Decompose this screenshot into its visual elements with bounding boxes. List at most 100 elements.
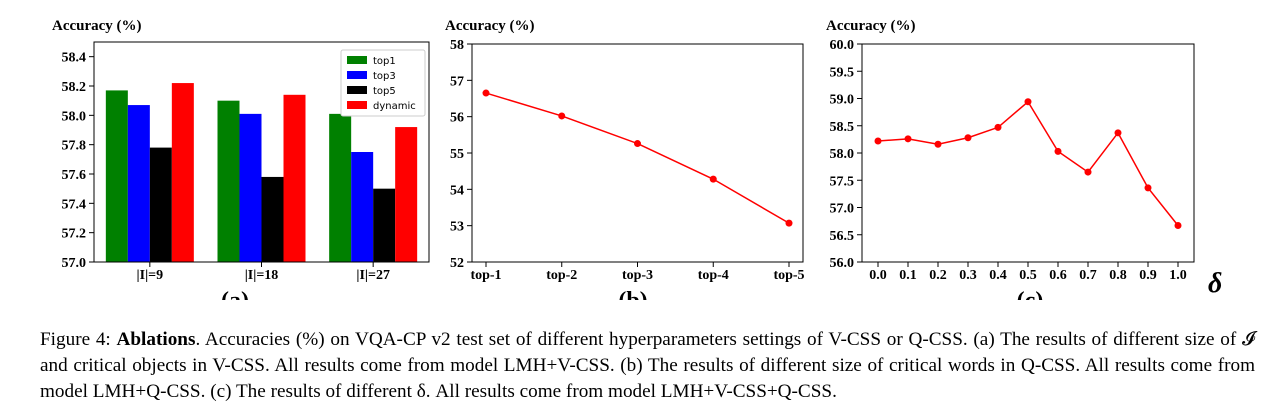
data-point <box>1084 168 1092 176</box>
series-line <box>877 100 1179 226</box>
y-tick-label: 58 <box>450 38 464 53</box>
y-tick-label: 56 <box>450 111 464 126</box>
x-tick-label: top-1 <box>470 268 501 283</box>
y-tick-label: 59.5 <box>830 65 855 80</box>
x-tick-label: 0.2 <box>929 268 947 283</box>
x-tick-label: 0.5 <box>1019 268 1037 283</box>
legend-swatch-top1 <box>347 56 367 64</box>
x-tick-label: top-4 <box>698 268 729 283</box>
y-tick-label: 57.6 <box>62 168 87 183</box>
legend-box <box>340 49 426 117</box>
x-tick-label: 0.8 <box>1109 268 1127 283</box>
y-tick-label: 56.5 <box>830 229 855 244</box>
x-tick-label: 0.3 <box>959 268 977 283</box>
data-point <box>785 219 793 227</box>
x-tick-label: top-2 <box>546 268 577 283</box>
x-axis-label: δ <box>1208 268 1222 299</box>
y-tick-label: 52 <box>450 256 464 271</box>
y-tick-label: 58.2 <box>62 80 87 95</box>
x-tick-label: top-3 <box>622 268 653 283</box>
bar-dynamic <box>171 83 194 262</box>
data-point <box>709 175 717 183</box>
bar-top1 <box>329 113 352 262</box>
y-tick-label: 57.0 <box>62 256 87 271</box>
data-point <box>964 134 972 142</box>
data-point <box>634 140 641 148</box>
legend-swatch-top5 <box>347 86 367 94</box>
bar-dynamic <box>395 127 418 262</box>
data-point <box>874 137 882 145</box>
x-tick-label: 0.1 <box>899 268 917 283</box>
bar-top3 <box>127 105 150 262</box>
caption-title: Ablations <box>116 329 196 350</box>
legend-label-top1: top1 <box>373 56 396 67</box>
bar-dynamic <box>283 94 306 262</box>
y-tick-label: 57.8 <box>62 139 87 154</box>
x-tick-label: 0.6 <box>1049 268 1067 283</box>
caption-text: . Accuracies (%) on VQA-CP v2 test set o… <box>40 329 1255 402</box>
legend-label-top5: top5 <box>373 86 396 97</box>
bar-top1 <box>217 100 240 263</box>
bar-top5 <box>149 147 172 262</box>
bar-top1 <box>105 90 128 263</box>
x-tick-label: |I|=27 <box>356 268 390 283</box>
legend-swatch-top3 <box>347 71 367 79</box>
x-tick-label: top-5 <box>773 268 804 283</box>
data-point <box>1114 129 1122 137</box>
data-point <box>1024 98 1032 106</box>
caption-figure-label: Figure 4: <box>40 329 111 350</box>
bar-top3 <box>239 113 262 262</box>
axes-frame <box>471 43 804 263</box>
panel-label: (b) <box>618 288 647 300</box>
legend-label-top3: top3 <box>373 71 396 82</box>
y-tick-label: 56.0 <box>830 256 855 271</box>
data-point <box>904 135 912 143</box>
y-tick-label: 58.0 <box>830 147 855 162</box>
legend-swatch-dynamic <box>347 101 367 109</box>
y-tick-label: 57.0 <box>830 202 855 217</box>
y-tick-label: 57.4 <box>62 197 87 212</box>
data-point <box>1054 147 1062 155</box>
data-point <box>1144 184 1152 192</box>
ablation-figure: Accuracy (%) 57.0 57.2 57.4 57.6 57.8 58.0 58.2… <box>52 18 1222 300</box>
x-tick-label: 0.9 <box>1139 268 1157 283</box>
legend-label-dynamic: dynamic <box>373 101 416 112</box>
y-tick-label: 53 <box>450 220 464 235</box>
x-tick-label: |I|=18 <box>245 268 279 283</box>
y-axis-label: Accuracy (%) <box>826 18 916 34</box>
y-axis-label: Accuracy (%) <box>445 18 535 34</box>
series-line <box>485 92 790 224</box>
y-tick-label: 54 <box>450 183 464 198</box>
y-tick-label: 57.2 <box>62 227 87 242</box>
data-point <box>1174 221 1182 229</box>
bar-top5 <box>261 176 284 262</box>
data-point <box>934 140 942 148</box>
axes-frame <box>93 41 430 263</box>
data-point <box>558 112 566 120</box>
bar-top3 <box>351 152 374 262</box>
y-tick-label: 58.4 <box>62 51 87 66</box>
data-point <box>994 123 1002 131</box>
y-tick-label: 57.5 <box>830 174 855 189</box>
x-tick-label: 0.7 <box>1079 268 1097 283</box>
panel-a-bar-chart: Accuracy (%) 57.0 57.2 57.4 57.6 57.8 58.0 58.2… <box>52 18 430 300</box>
x-tick-label: |I|=9 <box>137 268 164 283</box>
y-tick-label: 58.5 <box>830 120 855 135</box>
axes-frame <box>861 43 1195 263</box>
panel-label: (a) <box>221 288 249 300</box>
y-tick-label: 59.0 <box>830 93 855 108</box>
x-tick-label: 0.0 <box>869 268 887 283</box>
panel-b-line-chart: Accuracy (%) 52 53 54 55 56 57 58 top-1 top-2 top-… <box>445 18 805 300</box>
figure-caption: Figure 4: Ablations. Accuracies (%) on V… <box>40 327 1255 405</box>
y-tick-label: 58.0 <box>62 109 87 124</box>
y-tick-label: 55 <box>450 147 464 162</box>
y-tick-label: 60.0 <box>830 38 855 53</box>
bar-top5 <box>373 188 396 262</box>
x-tick-label: 0.4 <box>989 268 1007 283</box>
x-tick-label: 1.0 <box>1169 268 1187 283</box>
panel-label: (c) <box>1017 288 1044 300</box>
panel-c-line-chart: Accuracy (%) 56.0 56.5 57.0 57.5 58.0 58.5 59.0… <box>826 18 1222 300</box>
y-tick-label: 57 <box>450 74 464 89</box>
data-point <box>482 89 490 97</box>
y-axis-label: Accuracy (%) <box>52 18 142 34</box>
